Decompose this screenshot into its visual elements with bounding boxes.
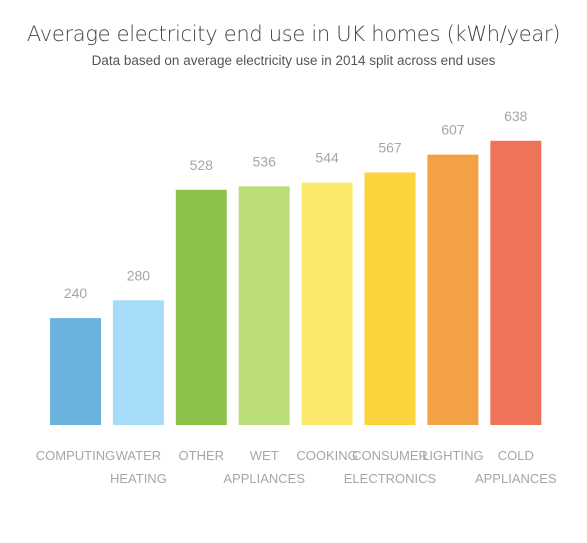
- bar-7: [490, 140, 542, 426]
- category-label-1-line-1: HEATING: [110, 471, 167, 486]
- category-label-5-line-1: ELECTRONICS: [344, 471, 437, 486]
- value-label-4: 544: [315, 150, 339, 166]
- bars-layer: [50, 140, 542, 426]
- value-labels-layer: 240 280 528 536 544 567 607 638: [64, 108, 528, 301]
- category-label-5-line-0: CONSUMER: [352, 448, 428, 463]
- category-label-3-line-1: APPLIANCES: [223, 471, 305, 486]
- bar-2: [175, 189, 227, 425]
- value-label-7: 638: [504, 108, 528, 124]
- category-label-6: LIGHTING: [422, 448, 483, 463]
- bar-5: [364, 172, 416, 425]
- bar-1: [112, 300, 164, 425]
- value-label-1: 280: [127, 267, 151, 283]
- category-label-0: COMPUTING: [36, 448, 115, 463]
- bar-4: [301, 182, 353, 425]
- category-label-2: OTHER: [179, 448, 225, 463]
- value-label-0: 240: [64, 285, 88, 301]
- bar-3: [238, 186, 290, 425]
- category-label-1-line-0: WATER: [116, 448, 162, 463]
- bar-0: [50, 318, 101, 425]
- category-label-7-line-1: APPLIANCES: [475, 471, 557, 486]
- value-label-2: 528: [190, 157, 214, 173]
- chart-subtitle: Data based on average electricity use in…: [91, 53, 496, 68]
- bar-6: [427, 154, 479, 425]
- category-label-4: COOKING: [296, 448, 357, 463]
- value-label-6: 607: [441, 122, 465, 138]
- category-labels-layer: COMPUTING WATER HEATING OTHER WET APPLIANCES C…: [36, 448, 557, 486]
- value-label-5: 567: [378, 140, 402, 156]
- category-label-3-line-0: WET: [250, 448, 279, 463]
- value-label-3: 536: [253, 153, 277, 169]
- category-label-7-line-0: COLD: [498, 448, 534, 463]
- chart-title: Average electricity end use in UK homes …: [26, 22, 561, 46]
